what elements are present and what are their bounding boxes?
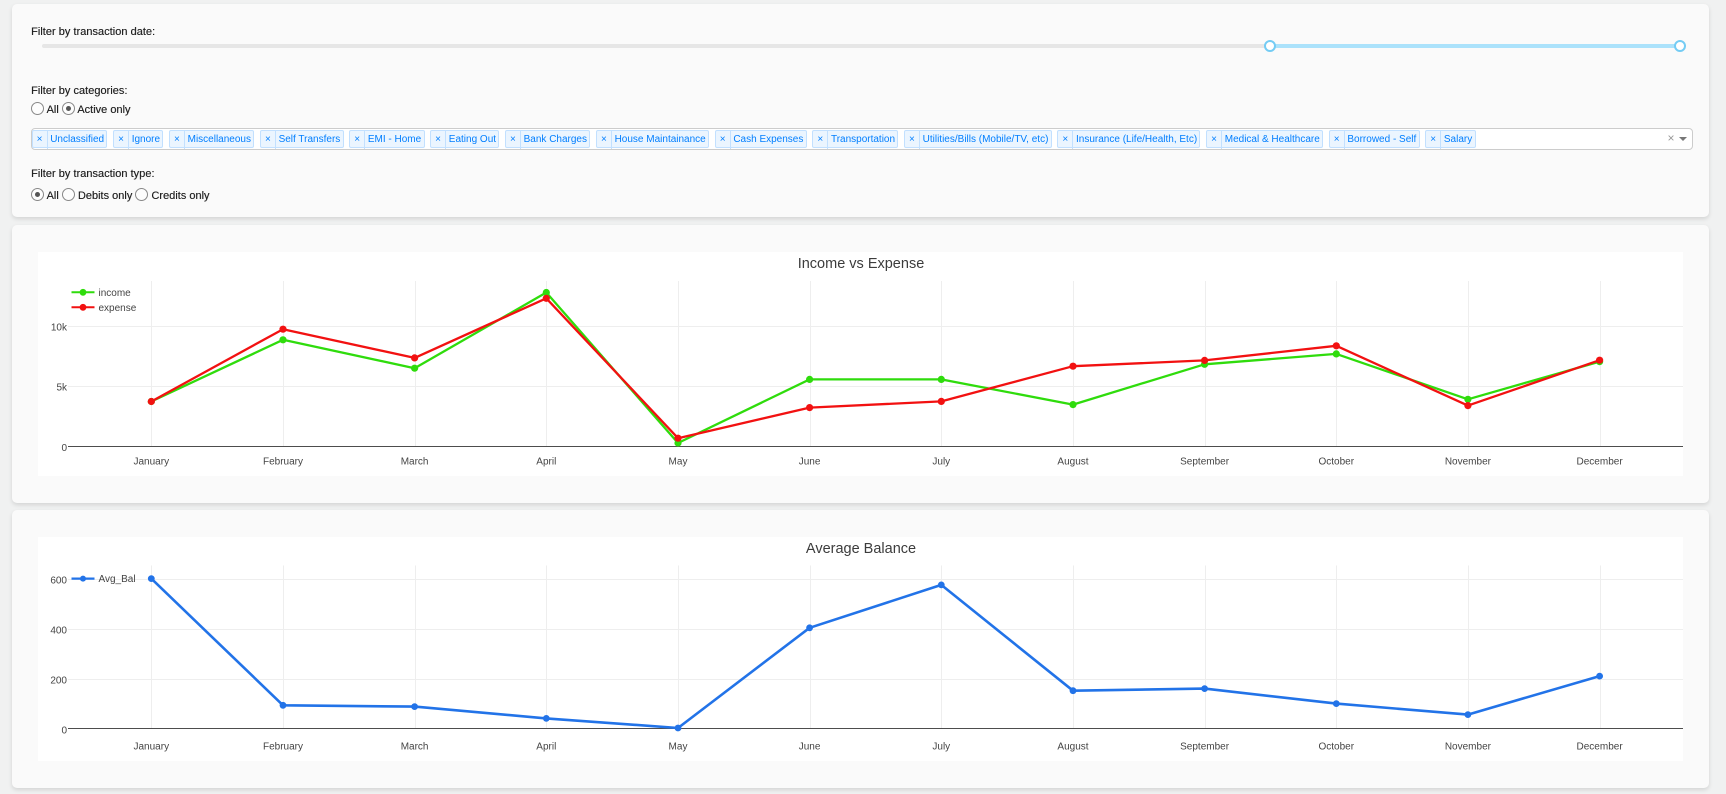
svg-text:0: 0: [61, 725, 67, 736]
svg-text:Income vs Expense: Income vs Expense: [798, 256, 925, 272]
svg-text:January: January: [134, 742, 170, 753]
svg-text:March: March: [401, 742, 429, 753]
svg-text:200: 200: [50, 675, 67, 686]
svg-text:June: June: [799, 742, 821, 753]
svg-text:October: October: [1319, 742, 1355, 753]
svg-text:December: December: [1577, 457, 1624, 468]
svg-text:July: July: [932, 742, 950, 753]
svg-text:September: September: [1180, 457, 1230, 468]
svg-text:October: October: [1319, 457, 1355, 468]
svg-text:600: 600: [50, 575, 67, 586]
svg-text:August: August: [1057, 457, 1088, 468]
svg-text:February: February: [263, 742, 303, 753]
svg-text:January: January: [134, 457, 170, 468]
svg-text:September: September: [1180, 742, 1230, 753]
svg-text:December: December: [1577, 742, 1624, 753]
svg-text:November: November: [1445, 742, 1492, 753]
svg-text:10k: 10k: [51, 322, 68, 333]
svg-text:0: 0: [61, 443, 67, 454]
svg-text:expense: expense: [99, 303, 137, 314]
svg-text:November: November: [1445, 457, 1492, 468]
svg-text:April: April: [536, 457, 556, 468]
svg-text:5k: 5k: [56, 383, 68, 394]
svg-text:July: July: [932, 457, 950, 468]
svg-text:February: February: [263, 457, 303, 468]
svg-text:June: June: [799, 457, 821, 468]
svg-text:April: April: [536, 742, 556, 753]
svg-text:400: 400: [50, 625, 67, 636]
svg-text:March: March: [401, 457, 429, 468]
svg-text:income: income: [99, 288, 132, 299]
svg-text:Avg_Bal: Avg_Bal: [99, 574, 136, 585]
svg-text:May: May: [669, 457, 688, 468]
svg-text:Average Balance: Average Balance: [806, 541, 916, 557]
svg-text:May: May: [669, 742, 688, 753]
svg-text:August: August: [1057, 742, 1088, 753]
